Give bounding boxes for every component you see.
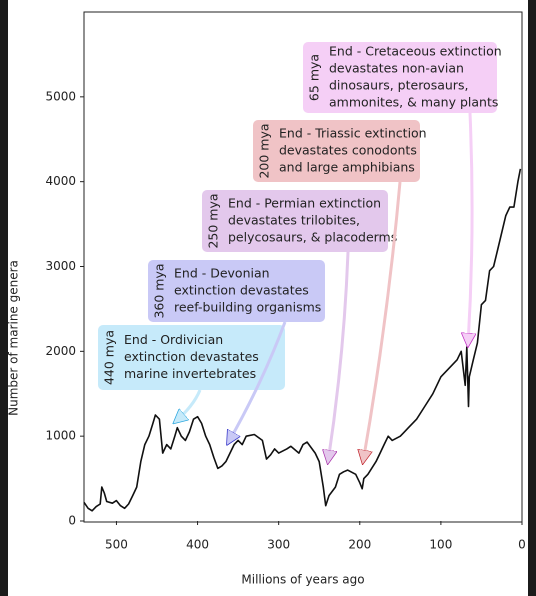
annotation-line: marine invertebrates <box>124 366 256 381</box>
annotation: 360 mya End - Devonian extinction devastat… <box>148 260 325 443</box>
x-tick-label: 500 <box>105 538 128 552</box>
annotation: 65 mya End - Cretaceous extinction devasta… <box>303 42 502 345</box>
annotation-line: End - Permian extinction <box>228 196 381 211</box>
annotation: 440 mya End - Ordivician extinction devast… <box>98 325 285 422</box>
y-tick-label: 3000 <box>45 259 76 273</box>
annotation-line: extinction devastates <box>124 349 259 364</box>
x-tick-label: 200 <box>348 538 371 552</box>
annotation-line: reef-building organisms <box>174 300 321 315</box>
x-tick-label: 100 <box>429 538 452 552</box>
arrow <box>363 181 402 462</box>
annotation-line: ammonites, & many plants <box>329 95 498 110</box>
annotation: 250 mya End - Permian extinction devastate… <box>202 190 397 462</box>
annotation-line: End - Devonian <box>174 266 270 281</box>
annotation: 200 mya End - Triassic extinction devastat… <box>253 120 427 462</box>
annotation-mya: 360 mya <box>152 263 167 318</box>
annotation-line: devastates non-avian <box>329 61 464 76</box>
annotation-box <box>202 190 388 252</box>
annotation-box <box>98 325 285 390</box>
annotation-line: devastates conodonts <box>279 143 417 158</box>
annotation-box <box>148 260 325 322</box>
annotation-line: extinction devastates <box>174 283 309 298</box>
arrow <box>468 112 472 345</box>
y-tick-label: 5000 <box>45 89 76 103</box>
annotation-line: End - Triassic extinction <box>279 126 427 141</box>
annotation-mya: 440 mya <box>102 330 117 385</box>
arrow <box>228 321 287 443</box>
annotation-mya: 250 mya <box>206 193 221 248</box>
annotation-line: End - Ordivician <box>124 332 223 347</box>
y-tick-label: 4000 <box>45 174 76 188</box>
x-tick-label: 0 <box>518 538 526 552</box>
x-axis-label: Millions of years ago <box>241 573 364 587</box>
annotation-mya: 200 mya <box>257 123 272 178</box>
annotation-box <box>253 120 420 182</box>
data-line <box>83 168 522 512</box>
annotation-line: devastates trilobites, <box>228 213 360 228</box>
y-tick-label: 2000 <box>45 344 76 358</box>
annotation-line: and large amphibians <box>279 160 415 175</box>
annotation-line: End - Cretaceous extinction <box>329 44 502 59</box>
arrow <box>175 389 202 422</box>
annotation-line: dinosaurs, pterosaurs, <box>329 78 468 93</box>
y-tick-label: 1000 <box>45 429 76 443</box>
y-axis-label: Number of marine genera <box>7 260 21 416</box>
annotation-mya: 65 mya <box>307 54 322 101</box>
y-tick-label: 0 <box>68 514 76 528</box>
annotation-line: pelycosaurs, & placoderms <box>228 230 397 245</box>
x-tick-label: 300 <box>267 538 290 552</box>
x-tick-label: 400 <box>186 538 209 552</box>
arrow <box>328 251 350 462</box>
annotation-box <box>303 42 497 113</box>
